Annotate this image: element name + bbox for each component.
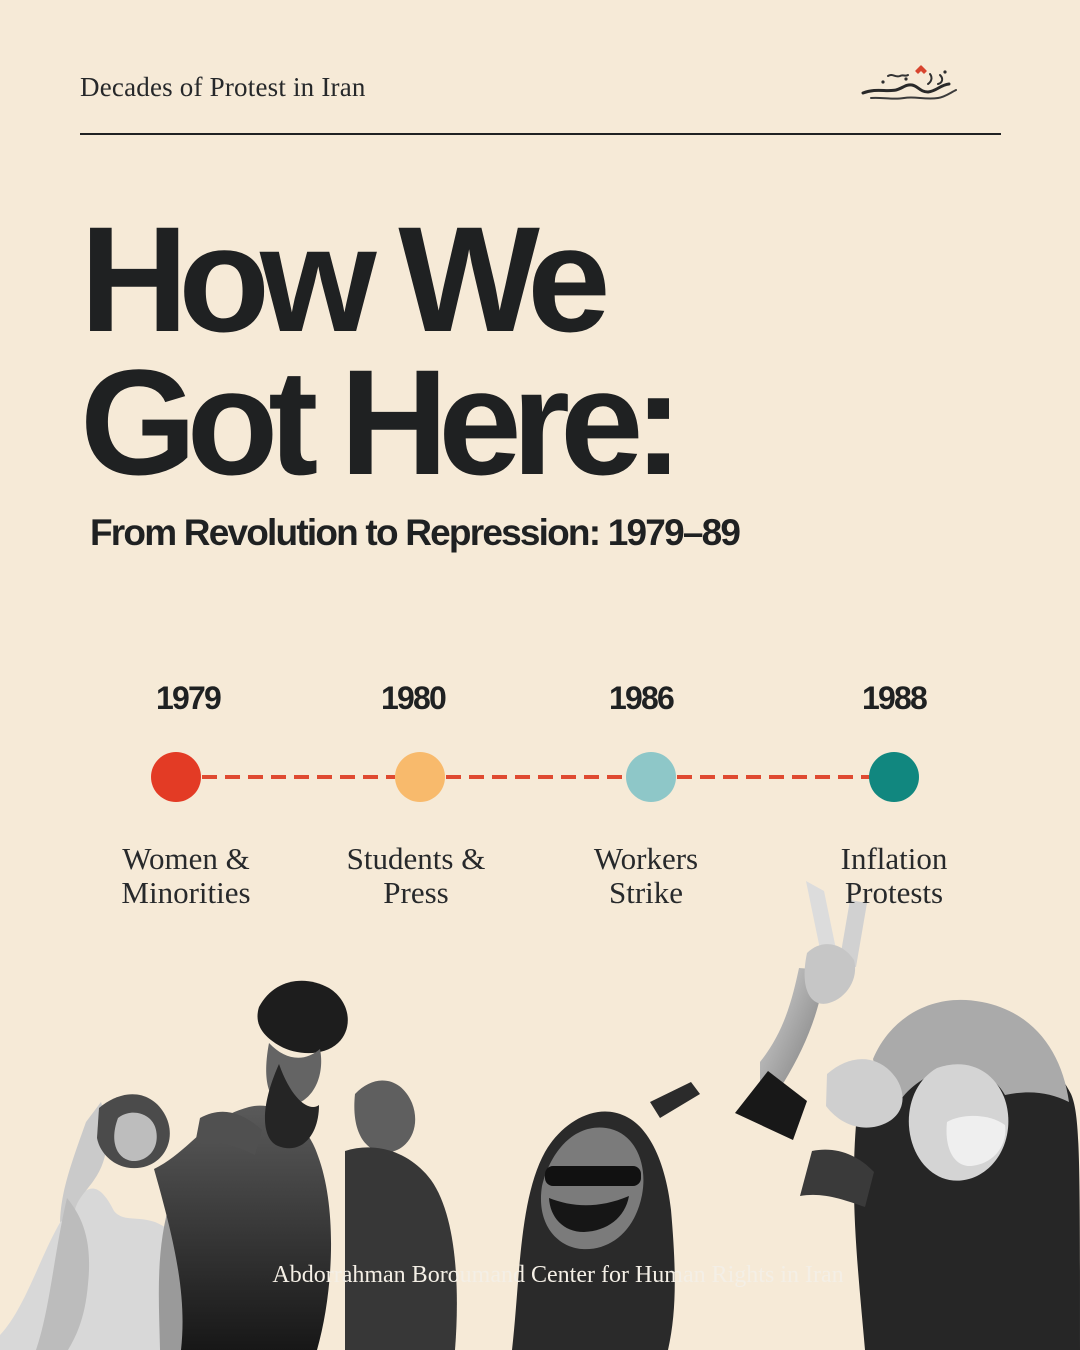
- event-label-line: Minorities: [121, 875, 251, 910]
- page-title-line-2: Got Here:: [80, 338, 683, 506]
- woman-cutting-hair: [800, 999, 1080, 1350]
- page-title-line-1: How We: [80, 195, 611, 363]
- event-label-line: Workers: [593, 841, 699, 876]
- event-label-women-minorities: Women & Minorities: [76, 842, 296, 910]
- year-1980: 1980: [381, 680, 447, 716]
- event-label-line: Women &: [122, 841, 250, 876]
- timeline-dot-1980: [395, 752, 445, 802]
- protest-photo-collage: [0, 881, 1080, 1350]
- subtitle: From Revolution to Repression: 1979–89: [90, 512, 741, 553]
- event-label-students-press: Students & Press: [306, 842, 526, 910]
- masked-woman-center: [512, 1082, 700, 1350]
- organization-credit: Abdorrahman Boroumand Center for Human R…: [272, 1262, 844, 1288]
- timeline-dot-1988: [869, 752, 919, 802]
- timeline-track: [151, 752, 919, 802]
- raised-arm-peace-sign: [735, 881, 867, 1140]
- page-title: How We Got Here:: [80, 195, 683, 506]
- event-label-line: Strike: [608, 875, 684, 910]
- event-label-inflation-protests: Inflation Protests: [784, 842, 1004, 910]
- year-1986: 1986: [609, 680, 675, 716]
- event-label-line: Students &: [346, 841, 486, 876]
- header-divider: [80, 133, 1001, 135]
- event-label-line: Inflation: [840, 841, 948, 876]
- man-background: [345, 1080, 457, 1350]
- timeline-dot-1979: [151, 752, 201, 802]
- timeline-dot-1986: [626, 752, 676, 802]
- year-1988: 1988: [862, 680, 928, 716]
- event-label-line: Protests: [844, 875, 944, 910]
- year-1979: 1979: [156, 680, 222, 716]
- event-label-line: Press: [383, 875, 449, 910]
- event-label-workers-strike: Workers Strike: [536, 842, 756, 910]
- cleric-protester: [154, 980, 348, 1350]
- series-title: Decades of Protest in Iran: [80, 72, 366, 102]
- organization-logo-calligraphy-icon: [861, 65, 957, 100]
